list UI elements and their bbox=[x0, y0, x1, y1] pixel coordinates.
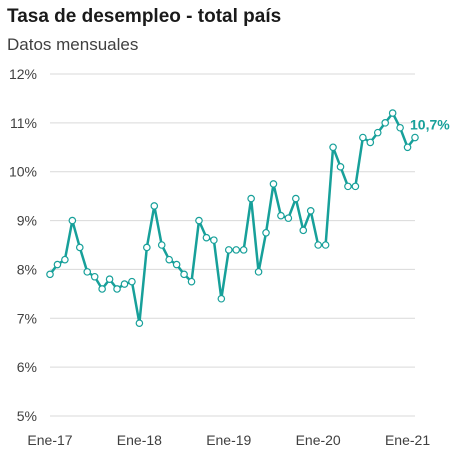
data-point bbox=[157, 241, 166, 249]
data-point bbox=[217, 294, 226, 303]
data-point bbox=[150, 202, 159, 210]
data-point bbox=[172, 260, 181, 269]
data-point bbox=[292, 194, 300, 203]
data-point bbox=[284, 214, 293, 222]
end-value-label: 10,7% bbox=[410, 117, 450, 133]
data-point bbox=[247, 194, 255, 203]
y-tick-label: 10% bbox=[9, 164, 37, 180]
data-point bbox=[61, 255, 69, 264]
data-point bbox=[388, 109, 397, 117]
data-point bbox=[262, 228, 270, 237]
data-point bbox=[187, 277, 196, 286]
y-tick-label: 6% bbox=[17, 359, 37, 375]
data-point bbox=[314, 241, 322, 249]
data-point bbox=[135, 319, 144, 327]
data-point bbox=[351, 182, 360, 191]
data-point bbox=[120, 280, 129, 288]
y-tick-label: 7% bbox=[17, 310, 37, 326]
x-tick-label: Ene-20 bbox=[296, 432, 341, 448]
data-point bbox=[306, 207, 315, 215]
data-point bbox=[366, 138, 375, 147]
data-point bbox=[46, 270, 54, 279]
data-point bbox=[232, 246, 241, 254]
y-tick-label: 8% bbox=[17, 261, 37, 277]
y-tick-label: 5% bbox=[17, 408, 37, 424]
x-tick-label: Ene-21 bbox=[385, 432, 430, 448]
x-tick-label: Ene-17 bbox=[27, 432, 72, 448]
data-point bbox=[195, 216, 203, 225]
data-point bbox=[299, 226, 308, 235]
data-point bbox=[411, 133, 419, 142]
data-point bbox=[113, 285, 121, 293]
data-point bbox=[98, 285, 106, 293]
chart-title: Tasa de desempleo - total país bbox=[7, 6, 282, 27]
data-point bbox=[210, 236, 218, 244]
data-point bbox=[224, 246, 233, 254]
data-point bbox=[269, 180, 278, 188]
data-point bbox=[68, 216, 77, 225]
y-tick-label: 11% bbox=[10, 115, 37, 131]
data-point bbox=[359, 133, 367, 142]
data-point bbox=[403, 143, 412, 152]
data-point bbox=[128, 277, 136, 286]
data-point bbox=[321, 241, 330, 249]
data-point bbox=[105, 275, 114, 284]
data-point bbox=[180, 270, 188, 279]
data-point bbox=[143, 243, 151, 252]
data-point bbox=[90, 272, 99, 281]
x-tick-label: Ene-19 bbox=[206, 432, 251, 448]
data-point bbox=[336, 163, 345, 171]
y-tick-label: 9% bbox=[17, 213, 37, 229]
data-point bbox=[254, 268, 263, 276]
x-tick-label: Ene-18 bbox=[117, 432, 162, 448]
data-point bbox=[344, 182, 352, 191]
data-point bbox=[239, 246, 248, 254]
data-point bbox=[75, 243, 84, 252]
data-point bbox=[277, 211, 285, 220]
data-point bbox=[329, 143, 337, 152]
data-point bbox=[165, 255, 173, 264]
data-point bbox=[202, 233, 211, 242]
chart-subtitle: Datos mensuales bbox=[7, 35, 139, 54]
data-point bbox=[83, 268, 92, 276]
data-point bbox=[53, 260, 62, 269]
data-point bbox=[373, 128, 382, 137]
data-point bbox=[396, 123, 404, 132]
data-point bbox=[381, 119, 390, 127]
y-tick-label: 12% bbox=[9, 66, 37, 82]
